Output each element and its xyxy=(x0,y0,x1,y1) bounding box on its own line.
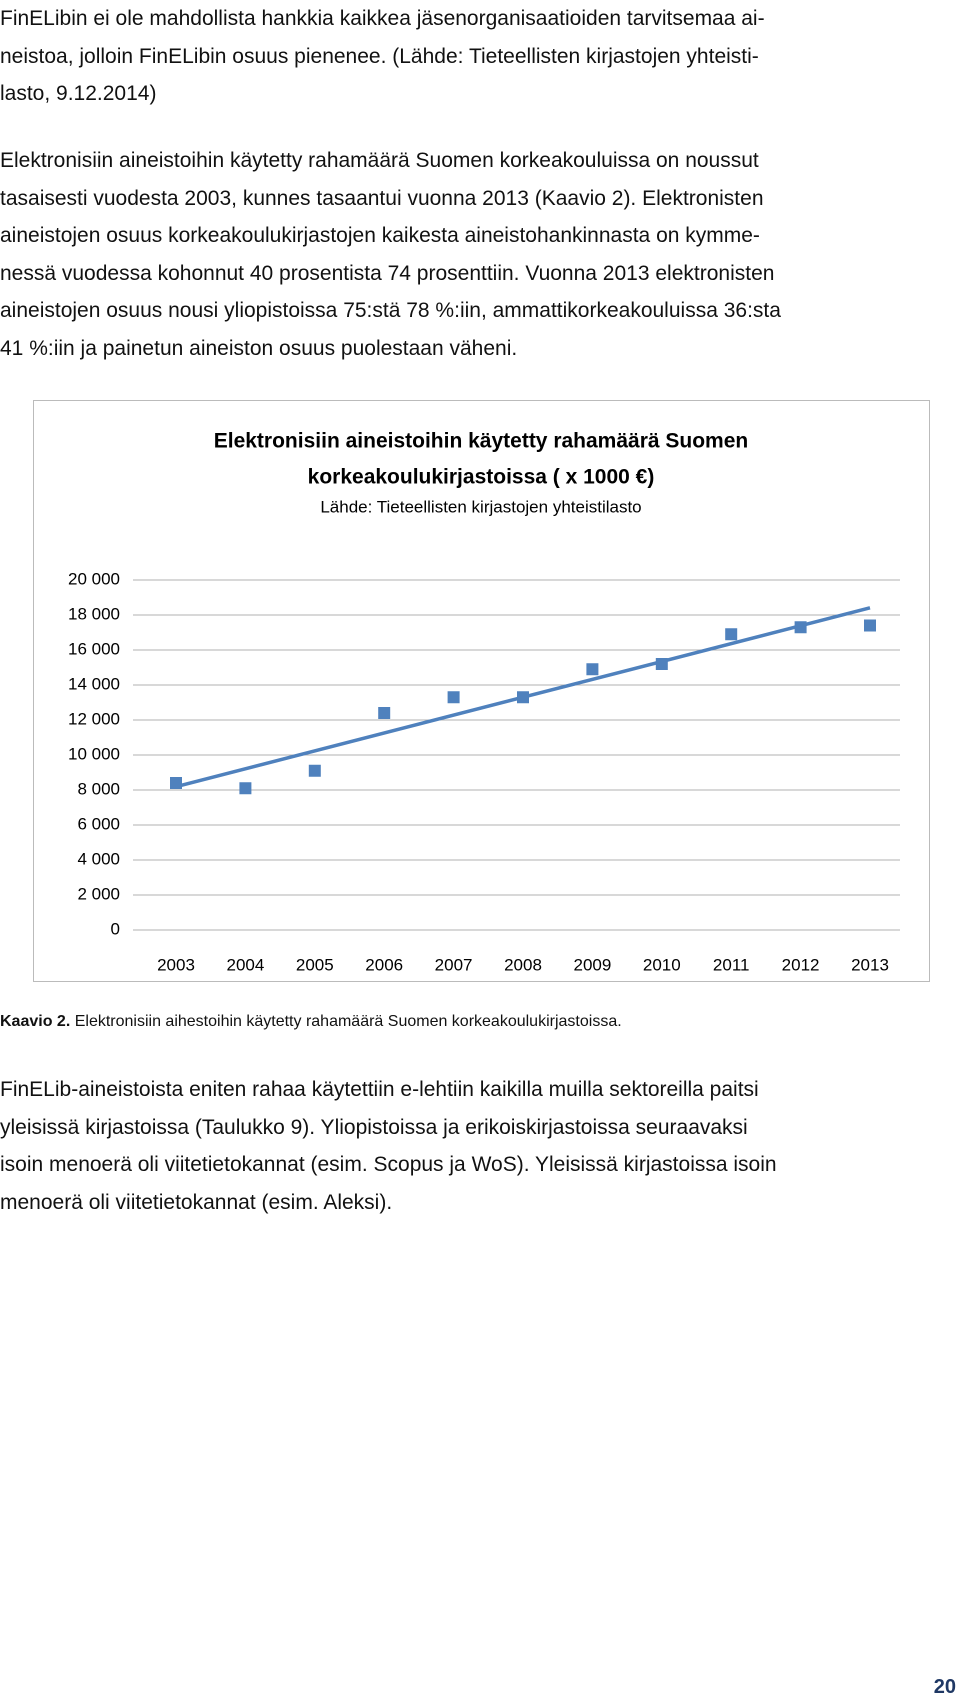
y-tick-label: 0 xyxy=(111,919,120,938)
text-line: menoerä oli viitetietokannat (esim. Alek… xyxy=(0,1190,393,1214)
x-tick-label: 2012 xyxy=(782,955,820,974)
y-tick-label: 18 000 xyxy=(68,604,120,623)
x-tick-label: 2011 xyxy=(713,955,750,974)
chart: Elektronisiin aineistoihin käytetty raha… xyxy=(33,400,930,982)
x-tick-label: 2003 xyxy=(157,955,195,974)
text-line: tasaisesti vuodesta 2003, kunnes tasaant… xyxy=(0,186,764,210)
marker xyxy=(794,621,807,634)
y-tick-label: 4 000 xyxy=(77,849,120,868)
marker xyxy=(655,658,668,670)
x-tick-label: 2009 xyxy=(573,955,611,974)
marker xyxy=(517,691,529,704)
y-tick-label: 14 000 xyxy=(68,674,120,693)
text-line: FinELibin ei ole mahdollista hankkia kai… xyxy=(0,7,765,30)
marker xyxy=(308,764,321,777)
y-tick-label: 16 000 xyxy=(68,639,120,658)
x-tick-label: 2010 xyxy=(643,955,681,974)
marker xyxy=(378,707,391,719)
chart-title: Elektronisiin aineistoihin käytetty raha… xyxy=(214,430,749,453)
chart-title: korkeakoulukirjastoissa ( x 1000 €) xyxy=(308,466,655,489)
marker xyxy=(586,663,599,676)
text-line: aineistojen osuus nousi yliopistoissa 75… xyxy=(0,299,781,322)
text-line: isoin menoerä oli viitetietokannat (esim… xyxy=(0,1153,777,1176)
page-number: 20 xyxy=(933,1676,956,1698)
marker xyxy=(170,777,182,789)
marker xyxy=(864,619,876,632)
chart-subtitle: Lähde: Tieteellisten kirjastojen yhteist… xyxy=(320,497,641,516)
text-line: 41 %:iin ja painetun aineiston osuus puo… xyxy=(0,336,518,360)
marker xyxy=(725,628,738,641)
x-tick-label: 2004 xyxy=(226,955,264,974)
text-line: yleisissä kirjastoissa (Taulukko 9). Yli… xyxy=(0,1115,748,1139)
text-line: Elektronisiin aineistoihin käytetty raha… xyxy=(0,149,759,172)
caption: Kaavio 2. Elektronisiin aihestoihin käyt… xyxy=(0,1013,622,1031)
caption-label: Kaavio 2. xyxy=(0,1013,71,1030)
caption-text: Elektronisiin aihestoihin käytetty raham… xyxy=(74,1013,622,1030)
paragraph: Elektronisiin aineistoihin käytetty raha… xyxy=(0,142,781,367)
text-line: nessä vuodessa kohonnut 40 prosentista 7… xyxy=(0,261,775,285)
marker xyxy=(447,691,460,704)
x-tick-label: 2013 xyxy=(851,955,889,974)
x-tick-label: 2008 xyxy=(504,955,542,974)
paragraph: FinELibin ei ole mahdollista hankkia kai… xyxy=(0,0,765,113)
y-tick-label: 10 000 xyxy=(68,744,120,763)
paragraph: FinELib-aineistoista eniten rahaa käytet… xyxy=(0,1071,777,1221)
y-tick-label: 8 000 xyxy=(77,779,120,798)
text-line: lasto, 9.12.2014) xyxy=(0,82,157,105)
x-tick-label: 2006 xyxy=(365,955,403,974)
chart-frame xyxy=(33,400,930,982)
y-tick-label: 20 000 xyxy=(68,569,120,588)
text-line: aineistojen osuus korkeakoulukirjastojen… xyxy=(0,224,760,247)
x-tick-label: 2007 xyxy=(435,955,473,974)
y-tick-label: 12 000 xyxy=(68,709,120,728)
text-line: neistoa, jolloin FinELibin osuus pienene… xyxy=(0,44,759,68)
text-line: FinELib-aineistoista eniten rahaa käytet… xyxy=(0,1078,759,1101)
y-tick-label: 2 000 xyxy=(77,884,120,903)
marker xyxy=(239,782,252,795)
y-tick-label: 6 000 xyxy=(77,814,120,833)
x-tick-label: 2005 xyxy=(296,955,334,974)
